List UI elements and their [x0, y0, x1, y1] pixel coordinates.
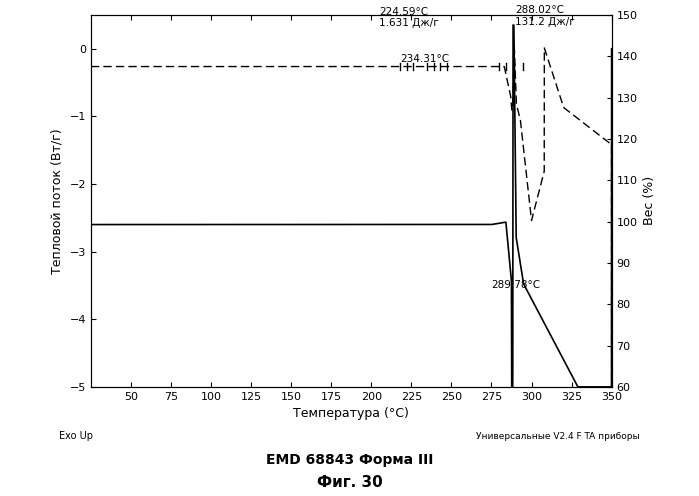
- X-axis label: Температура (°C): Температура (°C): [294, 407, 409, 420]
- Text: Универсальные V2.4 F TA приборы: Универсальные V2.4 F TA приборы: [476, 432, 640, 441]
- Y-axis label: Вес (%): Вес (%): [643, 176, 656, 226]
- Text: 289.78°C: 289.78°C: [491, 280, 540, 291]
- Y-axis label: Тепловой поток (Вт/г): Тепловой поток (Вт/г): [51, 128, 64, 274]
- Text: 224.59°C
1.631 Дж/г: 224.59°C 1.631 Дж/г: [380, 7, 439, 28]
- Text: 234.31°C: 234.31°C: [400, 54, 449, 64]
- Text: EMD 68843 Форма III: EMD 68843 Форма III: [266, 453, 433, 467]
- Text: 288.02°C
131.2 Дж/г: 288.02°C 131.2 Дж/г: [515, 5, 575, 27]
- Text: Фиг. 30: Фиг. 30: [317, 475, 382, 490]
- Text: Exo Up: Exo Up: [59, 431, 94, 441]
